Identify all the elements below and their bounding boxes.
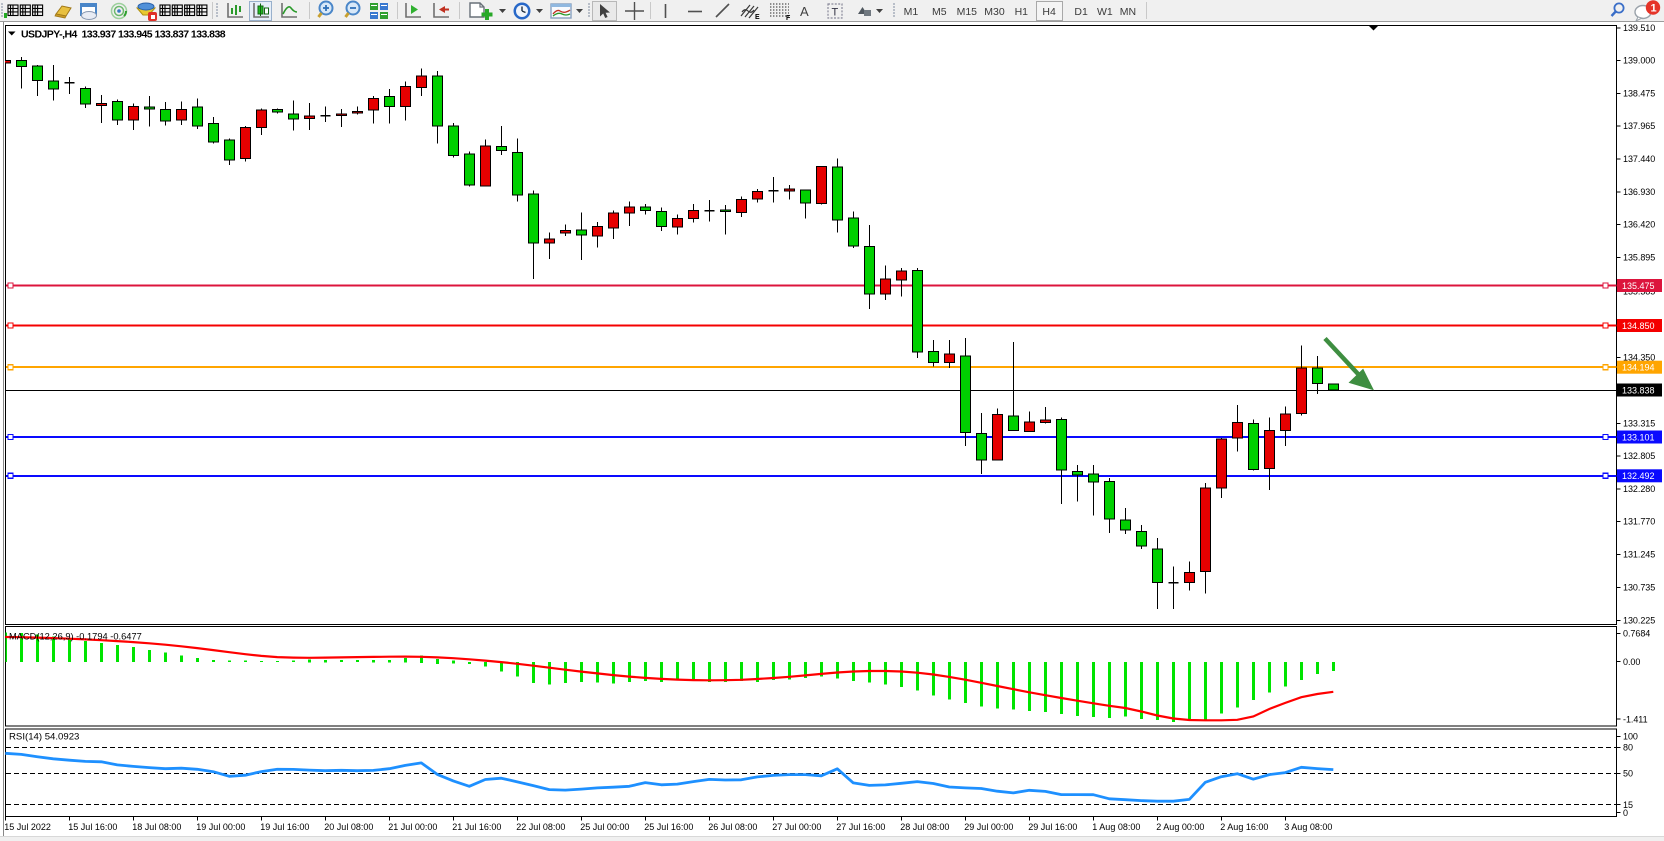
svg-text:137.440: 137.440 — [1623, 154, 1655, 164]
svg-text:25 Jul 00:00: 25 Jul 00:00 — [580, 822, 629, 832]
svg-text:134.194: 134.194 — [1622, 363, 1655, 373]
svg-text:131.245: 131.245 — [1623, 550, 1655, 560]
svg-text:RSI(14) 54.0923: RSI(14) 54.0923 — [9, 732, 79, 743]
svg-text:136.930: 136.930 — [1623, 187, 1655, 197]
svg-text:E: E — [755, 14, 760, 21]
svg-text:135.895: 135.895 — [1623, 253, 1655, 263]
svg-text:135.475: 135.475 — [1622, 281, 1655, 291]
svg-text:M30: M30 — [984, 6, 1005, 18]
svg-text:A: A — [800, 4, 809, 19]
svg-text:132.280: 132.280 — [1623, 484, 1655, 494]
svg-text:132.492: 132.492 — [1622, 471, 1655, 481]
svg-text:132.805: 132.805 — [1623, 451, 1655, 461]
svg-text:M5: M5 — [932, 6, 947, 18]
svg-text:1: 1 — [1651, 3, 1657, 15]
svg-text:136.420: 136.420 — [1623, 220, 1655, 230]
svg-text:2 Aug 00:00: 2 Aug 00:00 — [1156, 822, 1204, 832]
svg-text:3 Aug 08:00: 3 Aug 08:00 — [1284, 822, 1332, 832]
svg-text:19 Jul 16:00: 19 Jul 16:00 — [260, 822, 309, 832]
svg-text:1 Aug 08:00: 1 Aug 08:00 — [1092, 822, 1140, 832]
svg-text:130.735: 130.735 — [1623, 583, 1655, 593]
svg-text:F: F — [786, 15, 791, 22]
svg-text:19 Jul 00:00: 19 Jul 00:00 — [196, 822, 245, 832]
svg-text:139.000: 139.000 — [1623, 56, 1655, 66]
svg-text:MACD(12,26,9) -0.1794 -0.6477: MACD(12,26,9) -0.1794 -0.6477 — [9, 632, 142, 642]
svg-text:D1: D1 — [1074, 6, 1088, 18]
svg-text:133.315: 133.315 — [1623, 419, 1655, 429]
svg-text:29 Jul 00:00: 29 Jul 00:00 — [964, 822, 1013, 832]
svg-text:T: T — [832, 7, 839, 19]
svg-text:W1: W1 — [1097, 6, 1113, 18]
svg-text:25 Jul 16:00: 25 Jul 16:00 — [644, 822, 693, 832]
svg-text:131.770: 131.770 — [1623, 517, 1655, 527]
svg-text:50: 50 — [1623, 769, 1633, 779]
svg-text:21 Jul 16:00: 21 Jul 16:00 — [452, 822, 501, 832]
svg-text:H1: H1 — [1015, 6, 1029, 18]
svg-text:18 Jul 08:00: 18 Jul 08:00 — [132, 822, 181, 832]
svg-text:133.838: 133.838 — [1622, 385, 1655, 395]
svg-text:28 Jul 08:00: 28 Jul 08:00 — [900, 822, 949, 832]
svg-text:100: 100 — [1623, 732, 1638, 742]
svg-text:137.965: 137.965 — [1623, 121, 1655, 131]
svg-text:29 Jul 16:00: 29 Jul 16:00 — [1028, 822, 1077, 832]
svg-text:0.00: 0.00 — [1623, 657, 1640, 667]
svg-text:139.510: 139.510 — [1623, 23, 1655, 33]
svg-text:M15: M15 — [957, 6, 978, 18]
svg-text:15: 15 — [1623, 800, 1633, 810]
svg-text:138.475: 138.475 — [1623, 89, 1655, 99]
svg-text:27 Jul 00:00: 27 Jul 00:00 — [772, 822, 821, 832]
svg-text:MN: MN — [1120, 6, 1136, 18]
svg-text:15 Jul 16:00: 15 Jul 16:00 — [68, 822, 117, 832]
svg-text:26 Jul 08:00: 26 Jul 08:00 — [708, 822, 757, 832]
svg-text:0: 0 — [1623, 808, 1628, 818]
svg-text:134.850: 134.850 — [1622, 321, 1655, 331]
svg-text:20 Jul 08:00: 20 Jul 08:00 — [324, 822, 373, 832]
svg-text:80: 80 — [1623, 743, 1633, 753]
svg-text:134.350: 134.350 — [1623, 353, 1655, 363]
svg-text:0.7684: 0.7684 — [1623, 629, 1650, 639]
svg-text:2 Aug 16:00: 2 Aug 16:00 — [1220, 822, 1268, 832]
svg-text:22 Jul 08:00: 22 Jul 08:00 — [516, 822, 565, 832]
svg-text:21 Jul 00:00: 21 Jul 00:00 — [388, 822, 437, 832]
svg-text:27 Jul 16:00: 27 Jul 16:00 — [836, 822, 885, 832]
svg-text:15 Jul 2022: 15 Jul 2022 — [4, 822, 51, 832]
svg-text:133.101: 133.101 — [1622, 432, 1655, 442]
svg-text:USDJPY-,H4 133.937 133.945 13: USDJPY-,H4 133.937 133.945 133.837 133.8… — [21, 29, 226, 41]
svg-text:H4: H4 — [1042, 6, 1056, 18]
svg-text:-1.411: -1.411 — [1623, 714, 1648, 724]
svg-text:M1: M1 — [904, 6, 919, 18]
svg-text:130.225: 130.225 — [1623, 616, 1655, 626]
